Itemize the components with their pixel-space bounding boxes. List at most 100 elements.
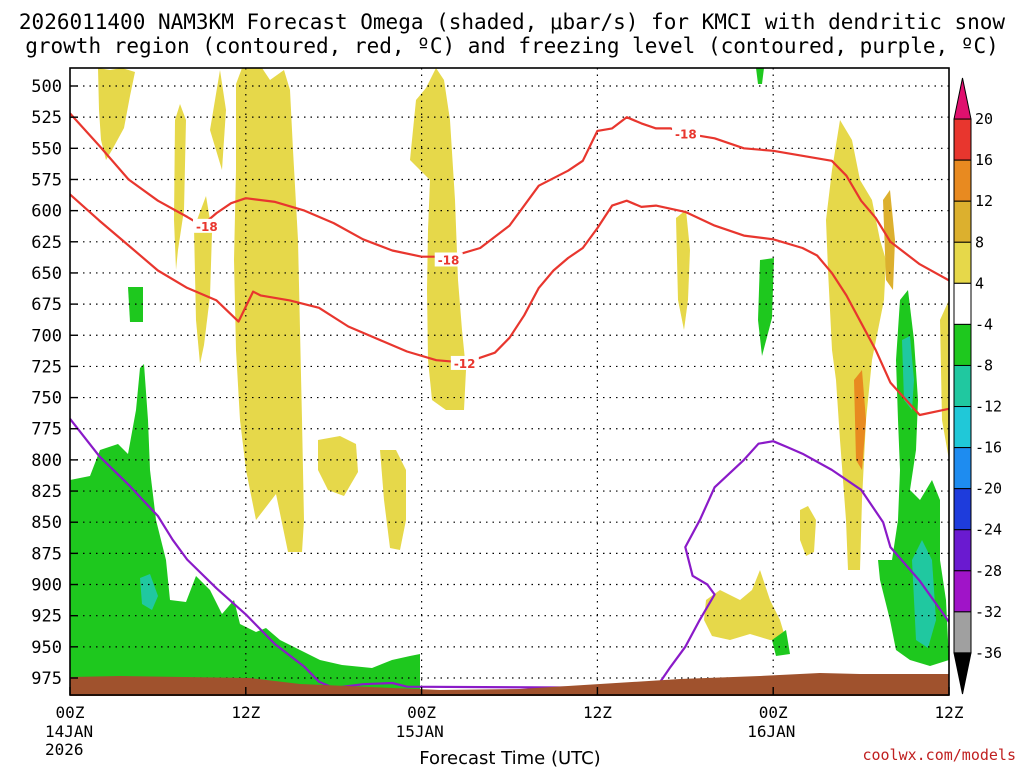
contour-label-bg (672, 126, 701, 141)
x-tick-date: 16JAN (747, 722, 795, 741)
x-tick-label: 00Z (407, 703, 436, 722)
contour-dgz-minus18 (70, 112, 949, 282)
omega-yellow-mid-right-a (676, 210, 690, 330)
omega-teal-core-c (912, 540, 936, 648)
y-tick-label: 875 (31, 544, 62, 564)
x-tick-label: 00Z (759, 703, 788, 722)
omega-yellow-column-b (194, 196, 212, 364)
omega-green-diagonal-band (70, 364, 420, 690)
omega-yellow-15jan-column (410, 68, 466, 410)
colorbar-cell (953, 570, 972, 613)
contour-labels: -18 -18 -18 -12 (192, 126, 701, 371)
x-tick-label: 00Z (56, 703, 85, 722)
colorbar-cell (953, 488, 972, 531)
credit-text: coolwx.com/models (862, 746, 1016, 764)
plot-area (70, 68, 949, 696)
omega-yellow-right-column (826, 120, 886, 570)
omega-green-low-mid (772, 630, 790, 656)
y-tick-label: 900 (31, 576, 62, 596)
contour-dgz-minus12 (70, 193, 949, 417)
y-tick-label: 800 (31, 451, 62, 471)
colorbar-label: -16 (975, 439, 1002, 457)
contour-label: -18 (196, 220, 218, 234)
x-tick-date: 14JAN (45, 722, 93, 741)
colorbar-label: 16 (975, 151, 993, 169)
omega-yellow-column-c (210, 70, 226, 170)
y-tick-label: 950 (31, 638, 62, 658)
y-tick-label: 575 (31, 170, 62, 190)
contour-label-bg (450, 355, 479, 370)
omega-yellow-column-a (174, 104, 186, 270)
omega-orange-core-b (854, 370, 866, 470)
colorbar-cell (953, 323, 972, 366)
omega-yellow-main-column (234, 68, 304, 552)
y-tick-label: 500 (31, 77, 62, 97)
colorbar-label: -8 (975, 356, 993, 374)
colorbar-cell (953, 652, 972, 695)
y-tick-label: 600 (31, 202, 62, 222)
x-tick-label: 12Z (583, 703, 612, 722)
y-tick-label: 850 (31, 513, 62, 533)
chart-title-line2: growth region (contoured, red, ºC) and f… (25, 34, 999, 58)
terrain (70, 673, 949, 696)
omega-teal-core-b (902, 336, 914, 410)
grid (70, 68, 949, 695)
colorbar-cell (953, 364, 972, 408)
y-tick-label: 975 (31, 669, 62, 689)
y-tick-label: 625 (31, 233, 62, 253)
y-tick-label: 525 (31, 108, 62, 128)
colorbar-cell (953, 406, 972, 449)
contour-label: -12 (454, 357, 476, 371)
x-axis-title: Forecast Time (UTC) (419, 748, 600, 768)
contour-label: -18 (438, 253, 460, 267)
omega-yellow-small-b (800, 506, 816, 556)
x-tick-year: 2026 (45, 740, 84, 759)
y-axis: 500 525 550 575 600 625 650 675 700 725 750 775 800 8… (31, 77, 78, 689)
omega-yellow-low-right (704, 570, 786, 640)
omega-green-mid-right (758, 258, 774, 356)
plot-frame (69, 67, 950, 696)
x-tick-label: 12Z (935, 703, 964, 722)
colorbar-cell (953, 159, 972, 202)
y-tick-label: 675 (31, 295, 62, 315)
omega-yellow-top-left (98, 68, 135, 160)
colorbar-label: -4 (975, 315, 993, 333)
colorbar-label: -12 (975, 398, 1002, 416)
colorbar-label: -20 (975, 480, 1002, 498)
y-tick-label: 925 (31, 607, 62, 627)
contour-label: -18 (675, 128, 697, 142)
x-tick-date: 15JAN (396, 722, 444, 741)
omega-yellow-edge-right (940, 300, 949, 460)
x-tick-label: 12Z (231, 703, 260, 722)
colorbar-cell (953, 282, 972, 325)
colorbar-label: 4 (975, 274, 984, 292)
omega-teal-core-a (140, 574, 158, 610)
colorbar-cell (953, 118, 972, 161)
colorbar-cell (953, 529, 972, 572)
y-tick-label: 650 (31, 264, 62, 284)
colorbar-cell (953, 241, 972, 284)
contour-label-bg (192, 218, 221, 233)
contours (70, 112, 949, 690)
y-tick-label: 700 (31, 326, 62, 346)
y-tick-label: 725 (31, 357, 62, 377)
y-tick-label: 775 (31, 420, 62, 440)
contour-freezing-level (70, 418, 949, 690)
colorbar-label: -28 (975, 562, 1002, 580)
omega-yellow-mid-left (318, 436, 358, 496)
omega-shading (70, 68, 949, 690)
colorbar-label: -32 (975, 603, 1002, 621)
contour-label-bg (434, 252, 463, 267)
y-tick-label: 750 (31, 389, 62, 409)
colorbar-cell (953, 611, 972, 654)
colorbar: 20 16 12 8 4 -4 -8 -12 -16 -20 -24 -28 -32 -36 (953, 77, 1002, 695)
colorbar-cell (953, 447, 972, 490)
omega-green-top-right (756, 68, 764, 84)
y-tick-label: 825 (31, 482, 62, 502)
colorbar-label: -36 (975, 644, 1002, 662)
omega-yellow-small-a (380, 450, 406, 550)
chart-title-line1: 2026011400 NAM3KM Forecast Omega (shaded… (19, 10, 1006, 34)
colorbar-cell (953, 200, 972, 243)
